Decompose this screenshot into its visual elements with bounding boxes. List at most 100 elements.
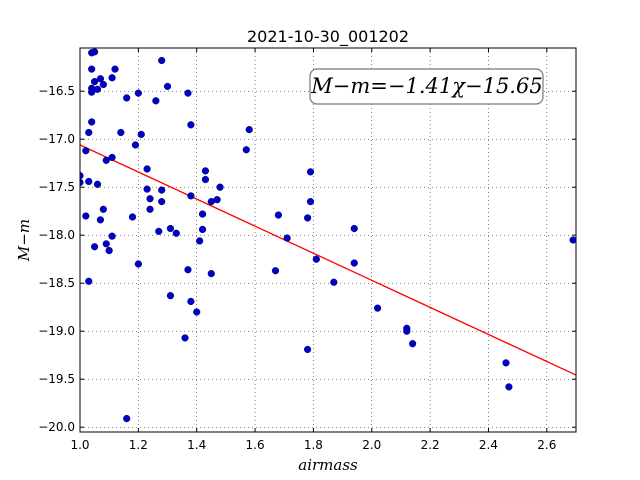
- data-point: [108, 74, 116, 82]
- data-point: [207, 270, 215, 278]
- plot-frame: [79, 47, 577, 433]
- annotation-text: M−m=−1.41χ−15.65: [310, 74, 542, 98]
- data-point: [90, 48, 99, 56]
- data-point: [409, 340, 417, 348]
- data-point: [88, 65, 96, 73]
- fit-annotation: M−m=−1.41χ−15.65: [309, 68, 544, 105]
- y-tick-label: −18.0: [38, 228, 75, 242]
- data-point: [374, 304, 382, 312]
- data-point: [166, 292, 175, 300]
- data-point: [80, 172, 84, 180]
- data-point: [502, 359, 510, 367]
- data-point: [88, 88, 96, 96]
- data-point: [90, 77, 99, 86]
- y-axis-label: M−m: [15, 219, 33, 262]
- data-point: [403, 327, 411, 335]
- data-point: [350, 259, 358, 267]
- y-tick-label: −19.0: [38, 324, 75, 338]
- data-point: [117, 128, 125, 137]
- data-point: [99, 80, 107, 89]
- data-point: [330, 278, 338, 286]
- data-point: [196, 237, 204, 245]
- x-tick-label: 1.2: [129, 438, 148, 452]
- data-point: [88, 118, 96, 126]
- axis-ticks: 1.0 1.2 1.4 1.6 1.8 2.0 2.2 2.4 2.6 −16.5 −17.0 −17…: [38, 48, 576, 452]
- data-point: [123, 414, 131, 423]
- data-point: [96, 75, 105, 83]
- data-point: [146, 205, 154, 213]
- data-point: [303, 345, 312, 354]
- data-point: [184, 89, 192, 97]
- data-point: [569, 236, 576, 244]
- data-point: [201, 175, 210, 184]
- data-point: [306, 168, 315, 176]
- data-point: [85, 128, 93, 137]
- data-point: [155, 227, 163, 235]
- data-point: [306, 198, 315, 206]
- chart-title: 2021-10-30_001202: [247, 27, 409, 47]
- x-tick-label: 1.6: [246, 438, 265, 452]
- data-point: [187, 297, 195, 306]
- y-tick-label: −17.5: [38, 180, 75, 194]
- fit-line: [79, 144, 577, 376]
- data-point: [216, 183, 224, 191]
- data-point: [152, 97, 160, 105]
- data-point: [105, 246, 113, 255]
- x-tick-label: 1.8: [304, 438, 323, 452]
- x-tick-label: 1.0: [70, 438, 89, 452]
- data-point: [193, 308, 201, 316]
- y-tick-label: −17.0: [38, 132, 75, 146]
- x-tick-label: 2.6: [537, 438, 556, 452]
- data-point: [131, 141, 140, 149]
- data-point: [213, 196, 221, 204]
- data-point: [93, 85, 102, 93]
- data-point: [82, 212, 90, 220]
- data-point: [274, 211, 283, 219]
- data-point: [271, 267, 280, 275]
- data-point: [93, 180, 102, 188]
- data-point: [198, 225, 207, 234]
- data-point: [128, 213, 137, 221]
- data-point: [80, 178, 84, 186]
- y-tick-label: −16.5: [38, 84, 75, 98]
- data-point: [90, 243, 99, 251]
- data-point: [137, 130, 145, 139]
- data-point: [102, 240, 110, 248]
- data-point: [108, 153, 116, 162]
- data-point: [350, 224, 358, 233]
- data-point: [184, 266, 192, 274]
- data-point: [181, 334, 189, 342]
- data-point: [158, 56, 166, 65]
- data-point: [85, 177, 93, 186]
- y-tick-label: −19.5: [38, 372, 75, 386]
- data-point: [187, 192, 195, 200]
- data-point: [85, 277, 93, 285]
- data-point: [99, 205, 107, 213]
- data-point: [111, 65, 119, 73]
- data-point: [123, 94, 131, 102]
- data-point: [143, 185, 151, 193]
- data-point: [312, 255, 320, 263]
- data-point: [134, 89, 142, 97]
- data-point: [143, 165, 151, 173]
- x-tick-label: 2.4: [479, 438, 498, 452]
- data-point: [158, 198, 166, 206]
- annotation-box: [309, 68, 544, 105]
- data-point: [198, 210, 207, 218]
- data-point: [245, 126, 253, 134]
- data-point: [283, 234, 291, 242]
- data-point: [172, 229, 180, 237]
- data-point: [505, 383, 513, 391]
- data-points: [80, 48, 576, 423]
- x-tick-label: 1.4: [187, 438, 206, 452]
- data-point: [166, 224, 175, 233]
- data-point: [187, 121, 195, 129]
- data-point: [82, 147, 90, 155]
- x-tick-label: 2.2: [421, 438, 440, 452]
- data-point: [163, 82, 172, 91]
- x-axis-label: airmass: [298, 456, 358, 474]
- x-tick-label: 2.0: [362, 438, 381, 452]
- data-point: [108, 232, 116, 240]
- data-point: [158, 186, 166, 194]
